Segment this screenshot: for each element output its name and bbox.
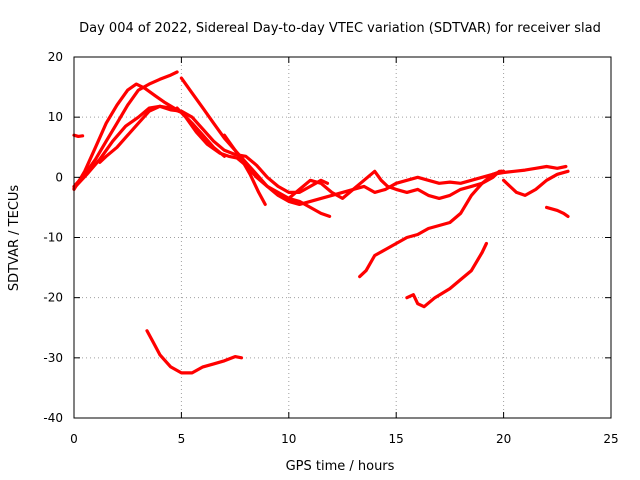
x-tick-label: 5 bbox=[178, 432, 186, 446]
series-line-arc-08 bbox=[287, 169, 506, 200]
series-line-arc-11 bbox=[502, 169, 570, 197]
series-line-arc-10 bbox=[405, 241, 488, 309]
series-line-arc-02 bbox=[72, 82, 188, 191]
axes bbox=[73, 56, 612, 419]
series-line-arc-14 bbox=[145, 329, 244, 375]
series-line-arc-13 bbox=[72, 133, 85, 138]
x-tick-label: 15 bbox=[389, 432, 404, 446]
series-line-arc-03 bbox=[72, 104, 330, 194]
labels: Day 004 of 2022, Sidereal Day-to-day VTE… bbox=[7, 21, 619, 474]
series-line-arc-07 bbox=[222, 133, 267, 206]
y-tick-label: -20 bbox=[43, 291, 63, 305]
x-tick-label: 10 bbox=[281, 432, 296, 446]
y-tick-label: 0 bbox=[55, 170, 63, 184]
series-line-arc-01 bbox=[72, 70, 179, 188]
grid bbox=[74, 57, 611, 418]
series-line-arc-09 bbox=[358, 169, 504, 279]
chart-title: Day 004 of 2022, Sidereal Day-to-day VTE… bbox=[79, 21, 601, 36]
x-tick-label: 20 bbox=[496, 432, 511, 446]
y-tick-label: -40 bbox=[43, 411, 63, 425]
series-line-arc-12 bbox=[545, 205, 570, 218]
y-tick-label: -10 bbox=[43, 231, 63, 245]
x-axis-label: GPS time / hours bbox=[286, 459, 395, 474]
y-axis-label: SDTVAR / TECUs bbox=[7, 185, 22, 292]
y-tick-label: 20 bbox=[48, 50, 63, 64]
y-tick-label: -30 bbox=[43, 351, 63, 365]
x-tick-label: 0 bbox=[70, 432, 78, 446]
y-tick-label: 10 bbox=[48, 110, 63, 124]
series-line-arc-04 bbox=[98, 104, 226, 164]
series-layer bbox=[72, 70, 570, 375]
x-tick-label: 25 bbox=[603, 432, 618, 446]
